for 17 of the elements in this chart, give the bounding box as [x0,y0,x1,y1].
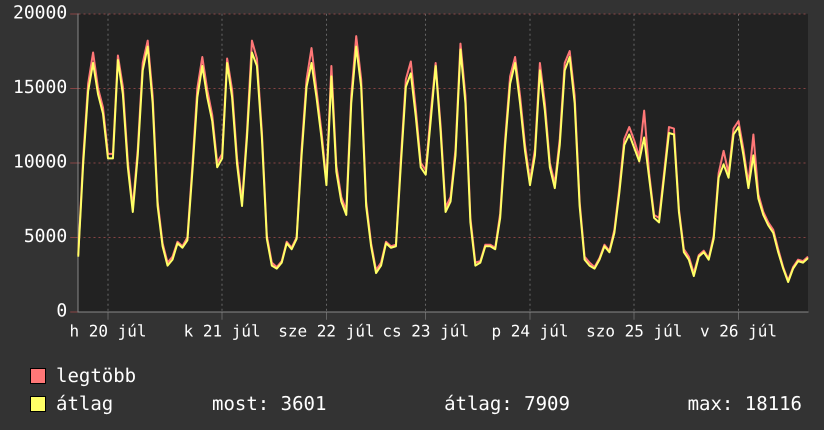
y-tick-label: 15000 [12,76,68,98]
y-tick-label: 10000 [12,151,68,172]
text: max: 18116 [688,392,802,417]
y-tick-label: 0 [56,300,68,322]
x-tick-label: h 20 júl [69,322,147,341]
text: átlag: 7909 [444,392,570,417]
text: most: 3601 [212,392,326,417]
x-tick-label: v 26 júl [700,322,778,341]
legend-label: legtöbb [56,364,136,389]
y-tick-label: 5000 [24,226,68,247]
legend-label: átlag [56,392,114,417]
y-tick-label: 20000 [12,2,68,24]
x-tick-label: cs 23 júl [382,322,470,341]
x-tick-label: sze 22 júl [278,322,375,341]
x-tick-label: p 24 júl [491,322,569,341]
x-tick-label: szo 25 júl [586,322,682,341]
x-tick-label: k 21 júl [184,322,261,341]
